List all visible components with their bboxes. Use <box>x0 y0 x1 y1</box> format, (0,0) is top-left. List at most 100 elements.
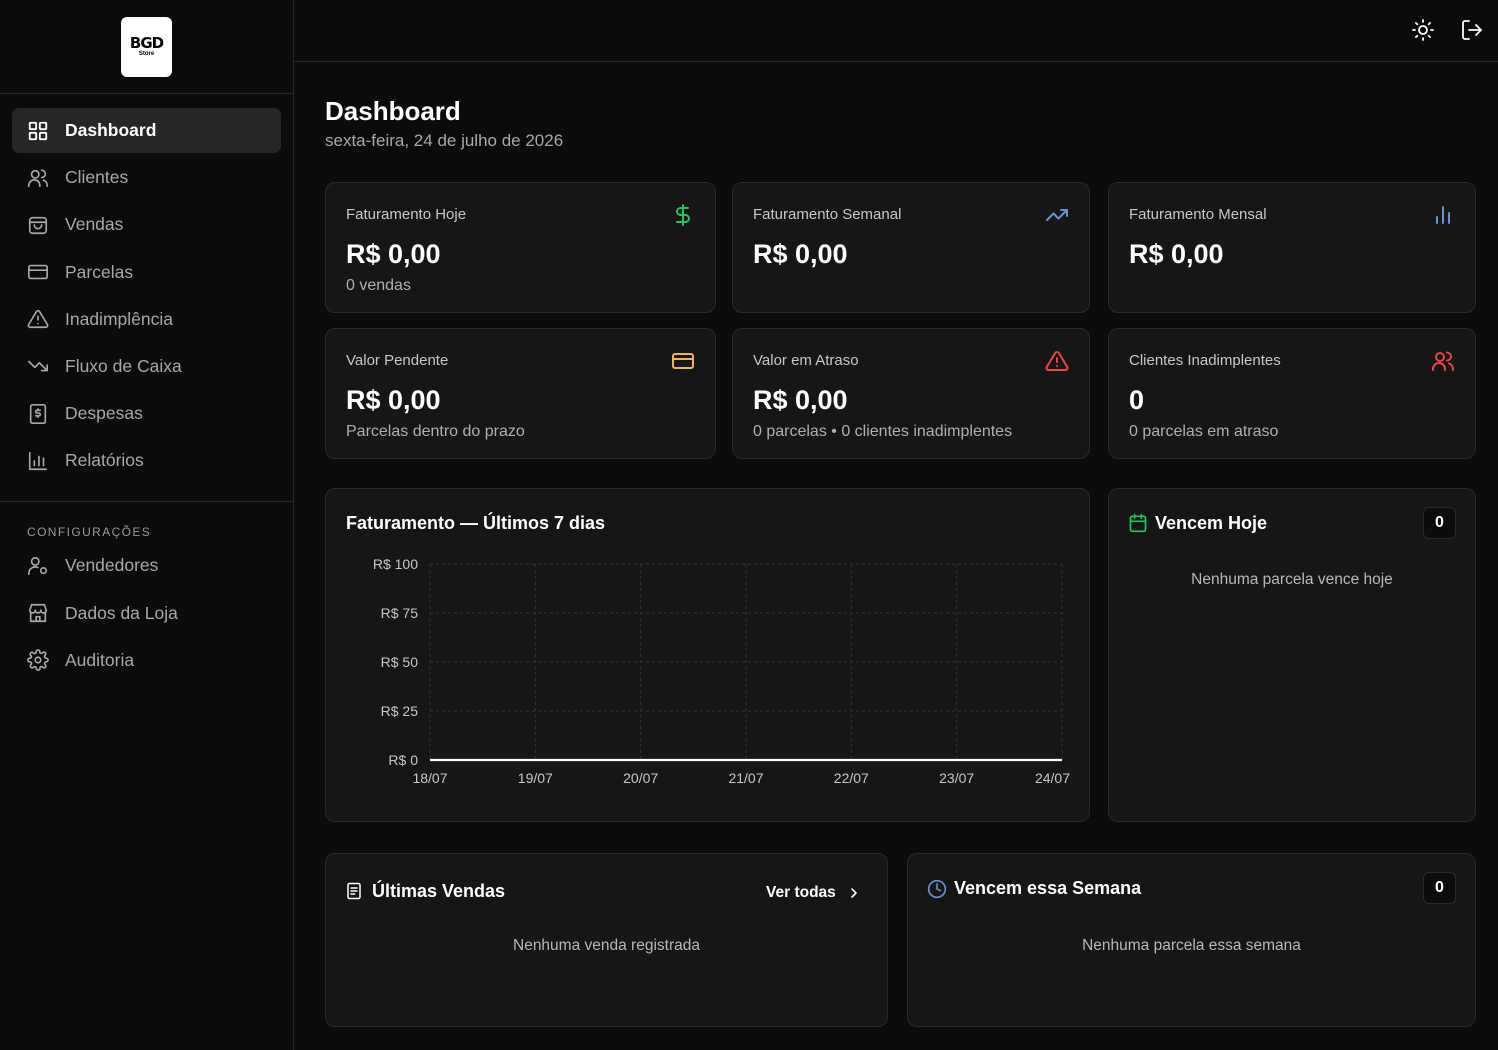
store-icon <box>28 603 48 623</box>
receipt-icon <box>29 403 47 424</box>
latest-sales-title: Últimas Vendas <box>372 881 506 901</box>
settings-nav: Vendedores Dados da Loja Auditoria <box>0 543 293 682</box>
stat-card-faturamento-semanal: Faturamento Semanal R$ 0,00 <box>732 182 1090 313</box>
latest-sales-card: Últimas Vendas Ver todas Nenhuma venda r… <box>325 853 888 1027</box>
sidebar-item-relatorios[interactable]: Relatórios <box>12 438 281 483</box>
stat-value: R$ 0,00 <box>346 239 441 269</box>
sidebar-item-inadimplencia[interactable]: Inadimplência <box>12 297 281 342</box>
sidebar: BGD Store Dashboard Clientes Vendas Parc… <box>0 0 294 1050</box>
trending-up-icon <box>1046 209 1068 221</box>
stat-label: Valor em Atraso <box>753 352 859 369</box>
sidebar-item-label: Vendas <box>65 214 124 235</box>
main-nav: Dashboard Clientes Vendas Parcelas Inadi… <box>0 94 293 483</box>
sidebar-item-label: Auditoria <box>65 649 135 670</box>
sidebar-item-label: Relatórios <box>65 450 144 471</box>
sidebar-item-label: Vendedores <box>65 555 159 576</box>
bar-chart-icon <box>1436 206 1450 224</box>
x-tick-label: 22/07 <box>834 770 869 786</box>
trending-down-icon <box>28 361 48 372</box>
page-date: sexta-feira, 24 de julho de 2026 <box>325 131 564 150</box>
sidebar-item-despesas[interactable]: Despesas <box>12 391 281 436</box>
stat-label: Valor Pendente <box>346 352 449 369</box>
stat-subtext: 0 parcelas em atraso <box>1129 423 1279 440</box>
sidebar-item-label: Despesas <box>65 403 143 424</box>
chart-title: Faturamento — Últimos 7 dias <box>346 513 606 533</box>
clock-icon <box>927 879 947 899</box>
receipt-icon <box>347 882 361 900</box>
stat-subtext: Parcelas dentro do prazo <box>346 423 525 440</box>
sidebar-item-label: Dados da Loja <box>65 602 178 623</box>
credit-card-icon <box>672 353 694 369</box>
logo-text: BGD <box>129 33 164 52</box>
sidebar-item-label: Dashboard <box>65 120 157 140</box>
sidebar-item-vendedores[interactable]: Vendedores <box>12 543 281 588</box>
stat-value: R$ 0,00 <box>753 385 848 415</box>
sidebar-divider <box>0 501 293 503</box>
chevron-right-icon <box>850 888 857 898</box>
stat-value: R$ 0,00 <box>1129 239 1224 269</box>
layout-grid-icon <box>28 121 48 140</box>
brand-logo[interactable]: BGD Store <box>121 16 172 77</box>
sidebar-item-clientes[interactable]: Clientes <box>12 155 281 200</box>
stat-card-valor-em-atraso: Valor em Atraso R$ 0,00 0 parcelas • 0 c… <box>732 328 1090 459</box>
users-icon <box>28 169 48 187</box>
sidebar-item-label: Inadimplência <box>65 308 173 329</box>
stat-subtext: 0 vendas <box>346 277 411 294</box>
sidebar-item-parcelas[interactable]: Parcelas <box>12 250 281 295</box>
dollar-icon <box>676 204 690 226</box>
sidebar-item-fluxo-de-caixa[interactable]: Fluxo de Caixa <box>12 344 281 389</box>
x-tick-label: 21/07 <box>728 770 763 786</box>
due-today-title: Vencem Hoje <box>1155 513 1268 533</box>
shopping-bag-icon <box>28 216 48 234</box>
x-tick-label: 18/07 <box>412 770 447 786</box>
stat-subtext: 0 parcelas • 0 clientes inadimplentes <box>753 423 1013 440</box>
due-week-title: Vencem essa Semana <box>954 878 1142 898</box>
page-title: Dashboard <box>325 96 461 126</box>
stat-card-clientes-inadimplentes: Clientes Inadimplentes 0 0 parcelas em a… <box>1108 328 1476 459</box>
y-tick-label: R$ 100 <box>373 556 418 572</box>
sidebar-item-label: Fluxo de Caixa <box>65 355 182 376</box>
revenue-line-chart: R$ 0 R$ 25 R$ 50 R$ 75 R$ 100 18/07 19/07 20/07… <box>373 556 1070 786</box>
y-tick-label: R$ 50 <box>381 654 419 670</box>
x-tick-label: 20/07 <box>623 770 658 786</box>
sidebar-item-dados-da-loja[interactable]: Dados da Loja <box>12 591 281 636</box>
x-tick-label: 23/07 <box>939 770 974 786</box>
sun-icon[interactable] <box>1411 18 1435 42</box>
stat-value: 0 <box>1129 385 1145 415</box>
y-tick-label: R$ 0 <box>388 752 418 768</box>
stat-card-faturamento-mensal: Faturamento Mensal R$ 0,00 <box>1108 182 1476 313</box>
credit-card-icon <box>28 264 48 280</box>
stat-card-valor-pendente: Valor Pendente R$ 0,00 Parcelas dentro d… <box>325 328 716 459</box>
settings-section-label: CONFIGURAÇÕES <box>27 525 152 540</box>
stat-label: Clientes Inadimplentes <box>1129 352 1281 369</box>
y-tick-label: R$ 75 <box>381 605 419 621</box>
due-week-empty-message: Nenhuma parcela essa semana <box>1082 937 1301 954</box>
x-tick-label: 24/07 <box>1035 770 1070 786</box>
due-week-card: Vencem essa Semana 0 Nenhuma parcela ess… <box>907 853 1476 1027</box>
sidebar-item-dashboard[interactable]: Dashboard <box>12 108 281 153</box>
sidebar-item-auditoria[interactable]: Auditoria <box>12 638 281 683</box>
stat-value: R$ 0,00 <box>346 385 441 415</box>
due-today-count-badge: 0 <box>1423 507 1456 539</box>
users-icon <box>1432 351 1454 371</box>
stat-label: Faturamento Hoje <box>346 206 467 223</box>
sidebar-item-vendas[interactable]: Vendas <box>12 202 281 247</box>
due-week-count-badge: 0 <box>1423 872 1456 904</box>
latest-sales-empty-message: Nenhuma venda registrada <box>513 937 700 954</box>
see-all-label: Ver todas <box>766 884 836 901</box>
alert-triangle-icon <box>27 310 49 329</box>
stat-label: Faturamento Semanal <box>753 206 902 223</box>
stat-label: Faturamento Mensal <box>1129 206 1267 223</box>
topbar <box>294 0 1498 62</box>
due-today-card: Vencem Hoje 0 Nenhuma parcela vence hoje <box>1108 488 1476 822</box>
bar-chart-icon <box>28 451 48 470</box>
revenue-chart-card: Faturamento — Últimos 7 dias R$ 0 R$ 25 R$… <box>325 488 1090 822</box>
y-tick-label: R$ 25 <box>381 703 419 719</box>
see-all-sales-link[interactable]: Ver todas <box>766 884 862 902</box>
logout-icon[interactable] <box>1460 18 1484 42</box>
gear-icon <box>27 649 49 672</box>
stat-value: R$ 0,00 <box>753 239 848 269</box>
calendar-icon <box>1129 513 1147 533</box>
user-cog-icon <box>28 556 48 575</box>
sidebar-item-label: Parcelas <box>65 261 134 282</box>
